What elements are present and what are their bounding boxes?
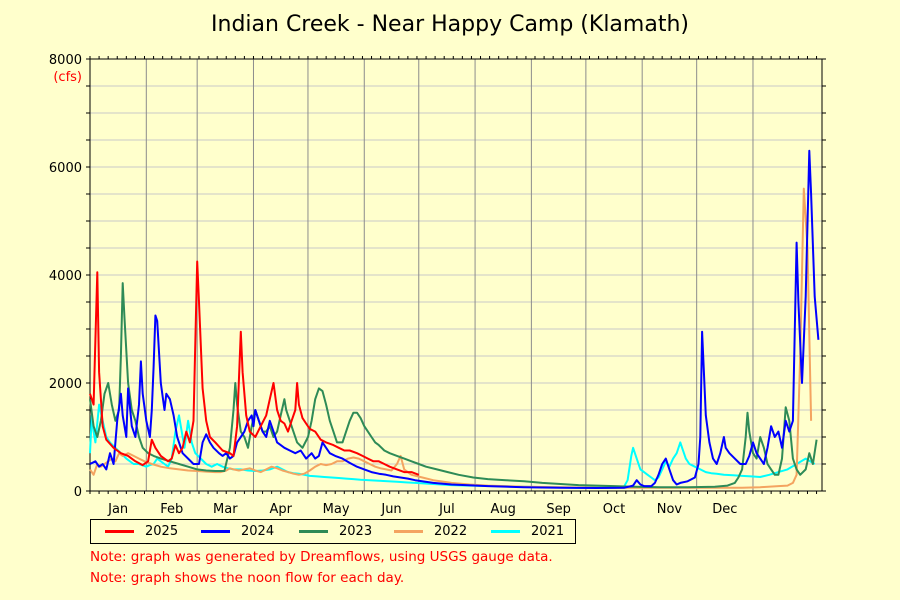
- y-tick-label: 0: [74, 485, 82, 500]
- legend-swatch: [299, 530, 328, 533]
- month-label: Mar: [213, 502, 238, 517]
- note-source: Note: graph was generated by Dreamflows,…: [90, 549, 553, 565]
- y-tick-label: 8000: [49, 53, 82, 68]
- legend-item-2021: 2021: [491, 520, 564, 543]
- legend-swatch: [105, 530, 134, 533]
- month-label: Aug: [491, 502, 516, 517]
- legend-swatch: [394, 530, 423, 533]
- series-line-2025: [89, 260, 420, 476]
- axis-ticks: [86, 56, 826, 494]
- series-line-2024: [89, 149, 820, 489]
- month-label: Apr: [269, 502, 292, 517]
- month-label: Oct: [603, 502, 625, 517]
- month-label: Jul: [438, 502, 455, 517]
- y-tick-label: 6000: [49, 161, 82, 176]
- legend-item-2024: 2024: [201, 520, 274, 543]
- month-label: Sep: [546, 502, 571, 517]
- chart-title: Indian Creek - Near Happy Camp (Klamath): [211, 12, 689, 37]
- series-line-2023: [89, 282, 818, 489]
- y-axis-unit: (cfs): [53, 70, 82, 85]
- month-label: Jun: [380, 502, 401, 517]
- legend-swatch: [491, 530, 520, 533]
- legend: 2025 2024 2023 2022 2021: [90, 519, 576, 544]
- grid-lines: [90, 58, 822, 492]
- y-axis-labels: 0 2000 4000 6000 8000: [49, 53, 82, 500]
- legend-label: 2024: [241, 524, 275, 539]
- legend-label: 2021: [531, 524, 565, 539]
- data-series: [89, 149, 820, 489]
- y-tick-label: 4000: [49, 269, 82, 284]
- series-line-2021: [89, 403, 816, 489]
- legend-item-2022: 2022: [394, 520, 467, 543]
- legend-label: 2023: [339, 524, 373, 539]
- legend-label: 2025: [145, 524, 179, 539]
- y-tick-label: 2000: [49, 377, 82, 392]
- legend-item-2025: 2025: [105, 520, 178, 543]
- month-label: May: [323, 502, 350, 517]
- month-label: Jan: [107, 502, 128, 517]
- month-label: Nov: [657, 502, 683, 517]
- legend-label: 2022: [434, 524, 468, 539]
- legend-item-2023: 2023: [299, 520, 372, 543]
- month-label: Dec: [712, 502, 737, 517]
- x-axis-labels: Jan Feb Mar Apr May Jun Jul Aug Sep Oct Nov Dec: [107, 502, 737, 517]
- note-noon-flow: Note: graph shows the noon flow for each…: [90, 570, 405, 586]
- legend-swatch: [201, 530, 230, 533]
- month-label: Feb: [160, 502, 183, 517]
